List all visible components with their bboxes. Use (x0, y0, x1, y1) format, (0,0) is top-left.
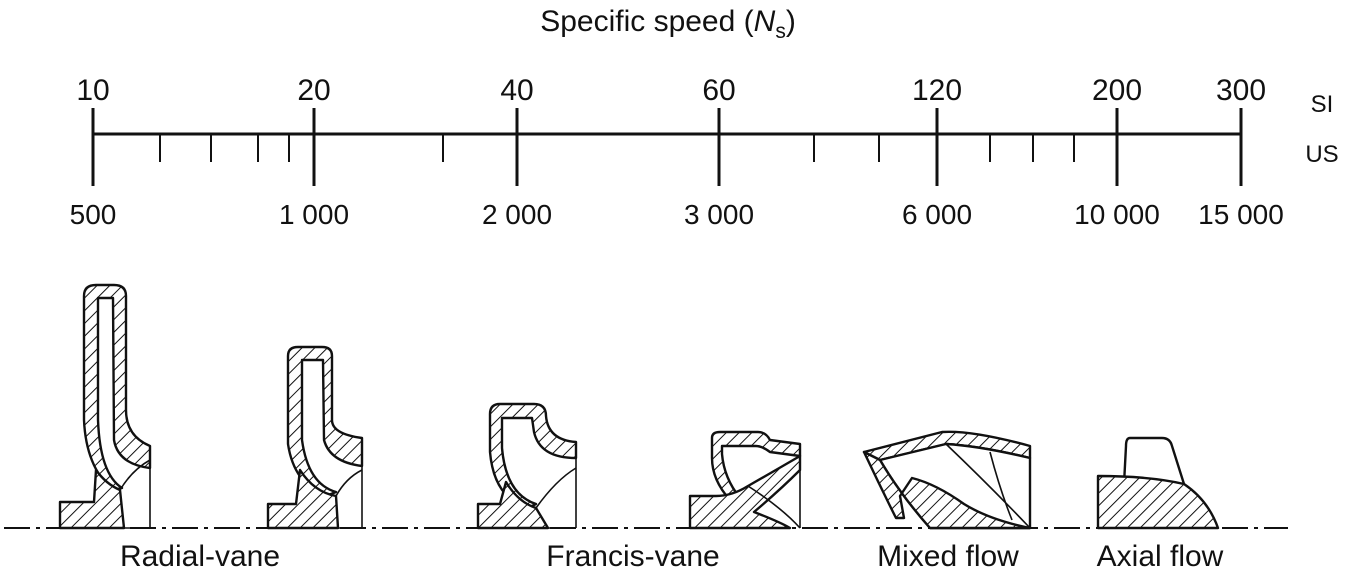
us-tick-label: 2 000 (482, 199, 552, 230)
label-axial-flow: Axial flow (1097, 540, 1224, 573)
us-unit-label: US (1305, 141, 1338, 168)
si-tick-label: 10 (76, 74, 109, 107)
diagram-title: Specific speed (Ns) (540, 5, 796, 43)
label-radial-vane: Radial-vane (120, 540, 280, 573)
us-tick-label: 1 000 (279, 199, 349, 230)
impeller-radial-vane-1 (58, 283, 152, 530)
si-tick-label: 40 (500, 74, 533, 107)
si-tick-label: 300 (1216, 74, 1266, 107)
si-tick-label: 200 (1092, 74, 1142, 107)
title-subscript: s (775, 20, 786, 43)
si-tick-label: 120 (912, 74, 962, 107)
impeller-radial-vane-2 (266, 345, 364, 530)
minor-ticks (159, 134, 1075, 162)
us-tick-label: 15 000 (1198, 199, 1284, 230)
impeller-francis-vane-1 (476, 402, 578, 530)
impeller-francis-vane-2 (688, 430, 802, 530)
us-tick-label: 6 000 (902, 199, 972, 230)
title-text: Specific speed ( (540, 5, 753, 38)
title-symbol: N (754, 5, 776, 38)
si-tick-label: 60 (702, 74, 735, 107)
impeller-mixed-flow (862, 430, 1032, 530)
us-tick-label: 500 (70, 199, 117, 230)
label-francis-vane: Francis-vane (546, 540, 719, 573)
impeller-axial-flow (1096, 436, 1220, 530)
si-tick-label: 20 (297, 74, 330, 107)
us-tick-label: 3 000 (684, 199, 754, 230)
si-unit-label: SI (1311, 91, 1334, 118)
label-mixed-flow: Mixed flow (877, 540, 1019, 573)
us-tick-label: 10 000 (1074, 199, 1160, 230)
title-close: ) (786, 5, 796, 38)
